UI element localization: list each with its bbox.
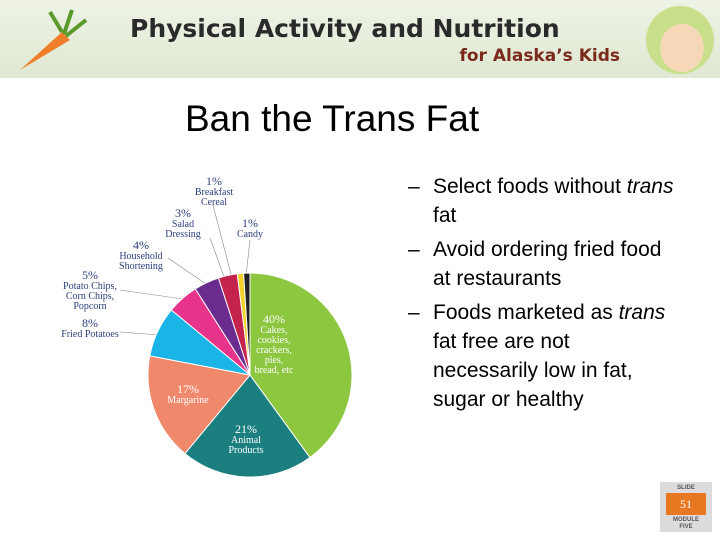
bullet-text: Foods marketed as [433, 301, 619, 324]
badge-bottom: MODULE FIVE [673, 517, 699, 530]
pie-slice [249, 272, 353, 459]
pie-category-label: Cakes, cookies, crackers, pies, bread, e… [254, 325, 294, 376]
bullet-text: fat free are not necessarily low in fat,… [433, 330, 633, 411]
slide-badge: SLIDE 51 MODULE FIVE [660, 482, 712, 532]
pie-category-label: Margarine [167, 395, 209, 406]
bullet: Avoid ordering fried food at restaurants [408, 235, 678, 293]
pie-category-label: Household Shortening [119, 251, 163, 272]
bullet-text: Select foods without [433, 175, 627, 198]
pie-value-label: 1% [242, 216, 258, 230]
pie-label: 17% Margarine [160, 382, 216, 406]
leader-lines [119, 204, 251, 336]
bullet: Select foods without trans fat [408, 172, 678, 230]
header-title: Physical Activity and Nutrition [130, 14, 560, 43]
carrot-leaves [48, 9, 88, 38]
pie-slice [147, 355, 251, 455]
bullet-text: trans [618, 301, 666, 324]
pie-category-label: Potato Chips, Corn Chips, Popcorn [63, 281, 117, 312]
slide-title: Ban the Trans Fat [185, 98, 480, 139]
pie-value-label: 4% [133, 238, 149, 252]
pie-label: 40% Cakes, cookies, crackers, pies, bread… [252, 312, 296, 376]
header-subtitle: for Alaska’s Kids [459, 46, 620, 66]
kid-face [660, 24, 704, 72]
pie-label: 8% Fried Potatoes [55, 316, 125, 340]
pie-category-label: Animal Products [228, 435, 264, 456]
pie-label: 21% Animal Products [220, 422, 272, 456]
pie-label: 1% Candy [230, 216, 270, 240]
bullet-list: Select foods without trans fat Avoid orde… [408, 172, 678, 419]
header-art [20, 6, 714, 74]
badge-top: SLIDE [677, 485, 695, 491]
pie-value-label: 17% [177, 382, 199, 396]
pie-value-label: 8% [82, 316, 98, 330]
header: Physical Activity and Nutrition for Alas… [0, 0, 720, 78]
pie-value-label: 3% [175, 206, 191, 220]
bullet-text: Avoid ordering fried food at restaurants [433, 238, 662, 290]
pie-slice [184, 374, 311, 478]
bullet: Foods marketed as trans fat free are not… [408, 298, 678, 414]
pie-value-label: 40% [263, 312, 285, 326]
pie-category-label: Salad Dressing [165, 219, 201, 240]
pie-value-label: 1% [206, 174, 222, 188]
pie-value-label: 21% [235, 422, 257, 436]
pie-category-label: Candy [236, 229, 264, 240]
pie-label: 4% Household Shortening [112, 238, 170, 272]
slide-number: 51 [666, 493, 706, 515]
pie-label: 3% Salad Dressing [160, 206, 206, 240]
pie-slice [243, 272, 251, 376]
pie-value-label: 5% [82, 268, 98, 282]
bullet-text: fat [433, 204, 457, 227]
bullet-text: trans [626, 175, 674, 198]
carrot [20, 32, 70, 70]
pie-category-label: Breakfast Cereal [194, 187, 234, 208]
pie-category-label: Fried Potatoes [61, 329, 119, 340]
pie-label: 1% Breakfast Cereal [190, 174, 238, 208]
pie-label: 5% Potato Chips, Corn Chips, Popcorn [55, 268, 125, 312]
